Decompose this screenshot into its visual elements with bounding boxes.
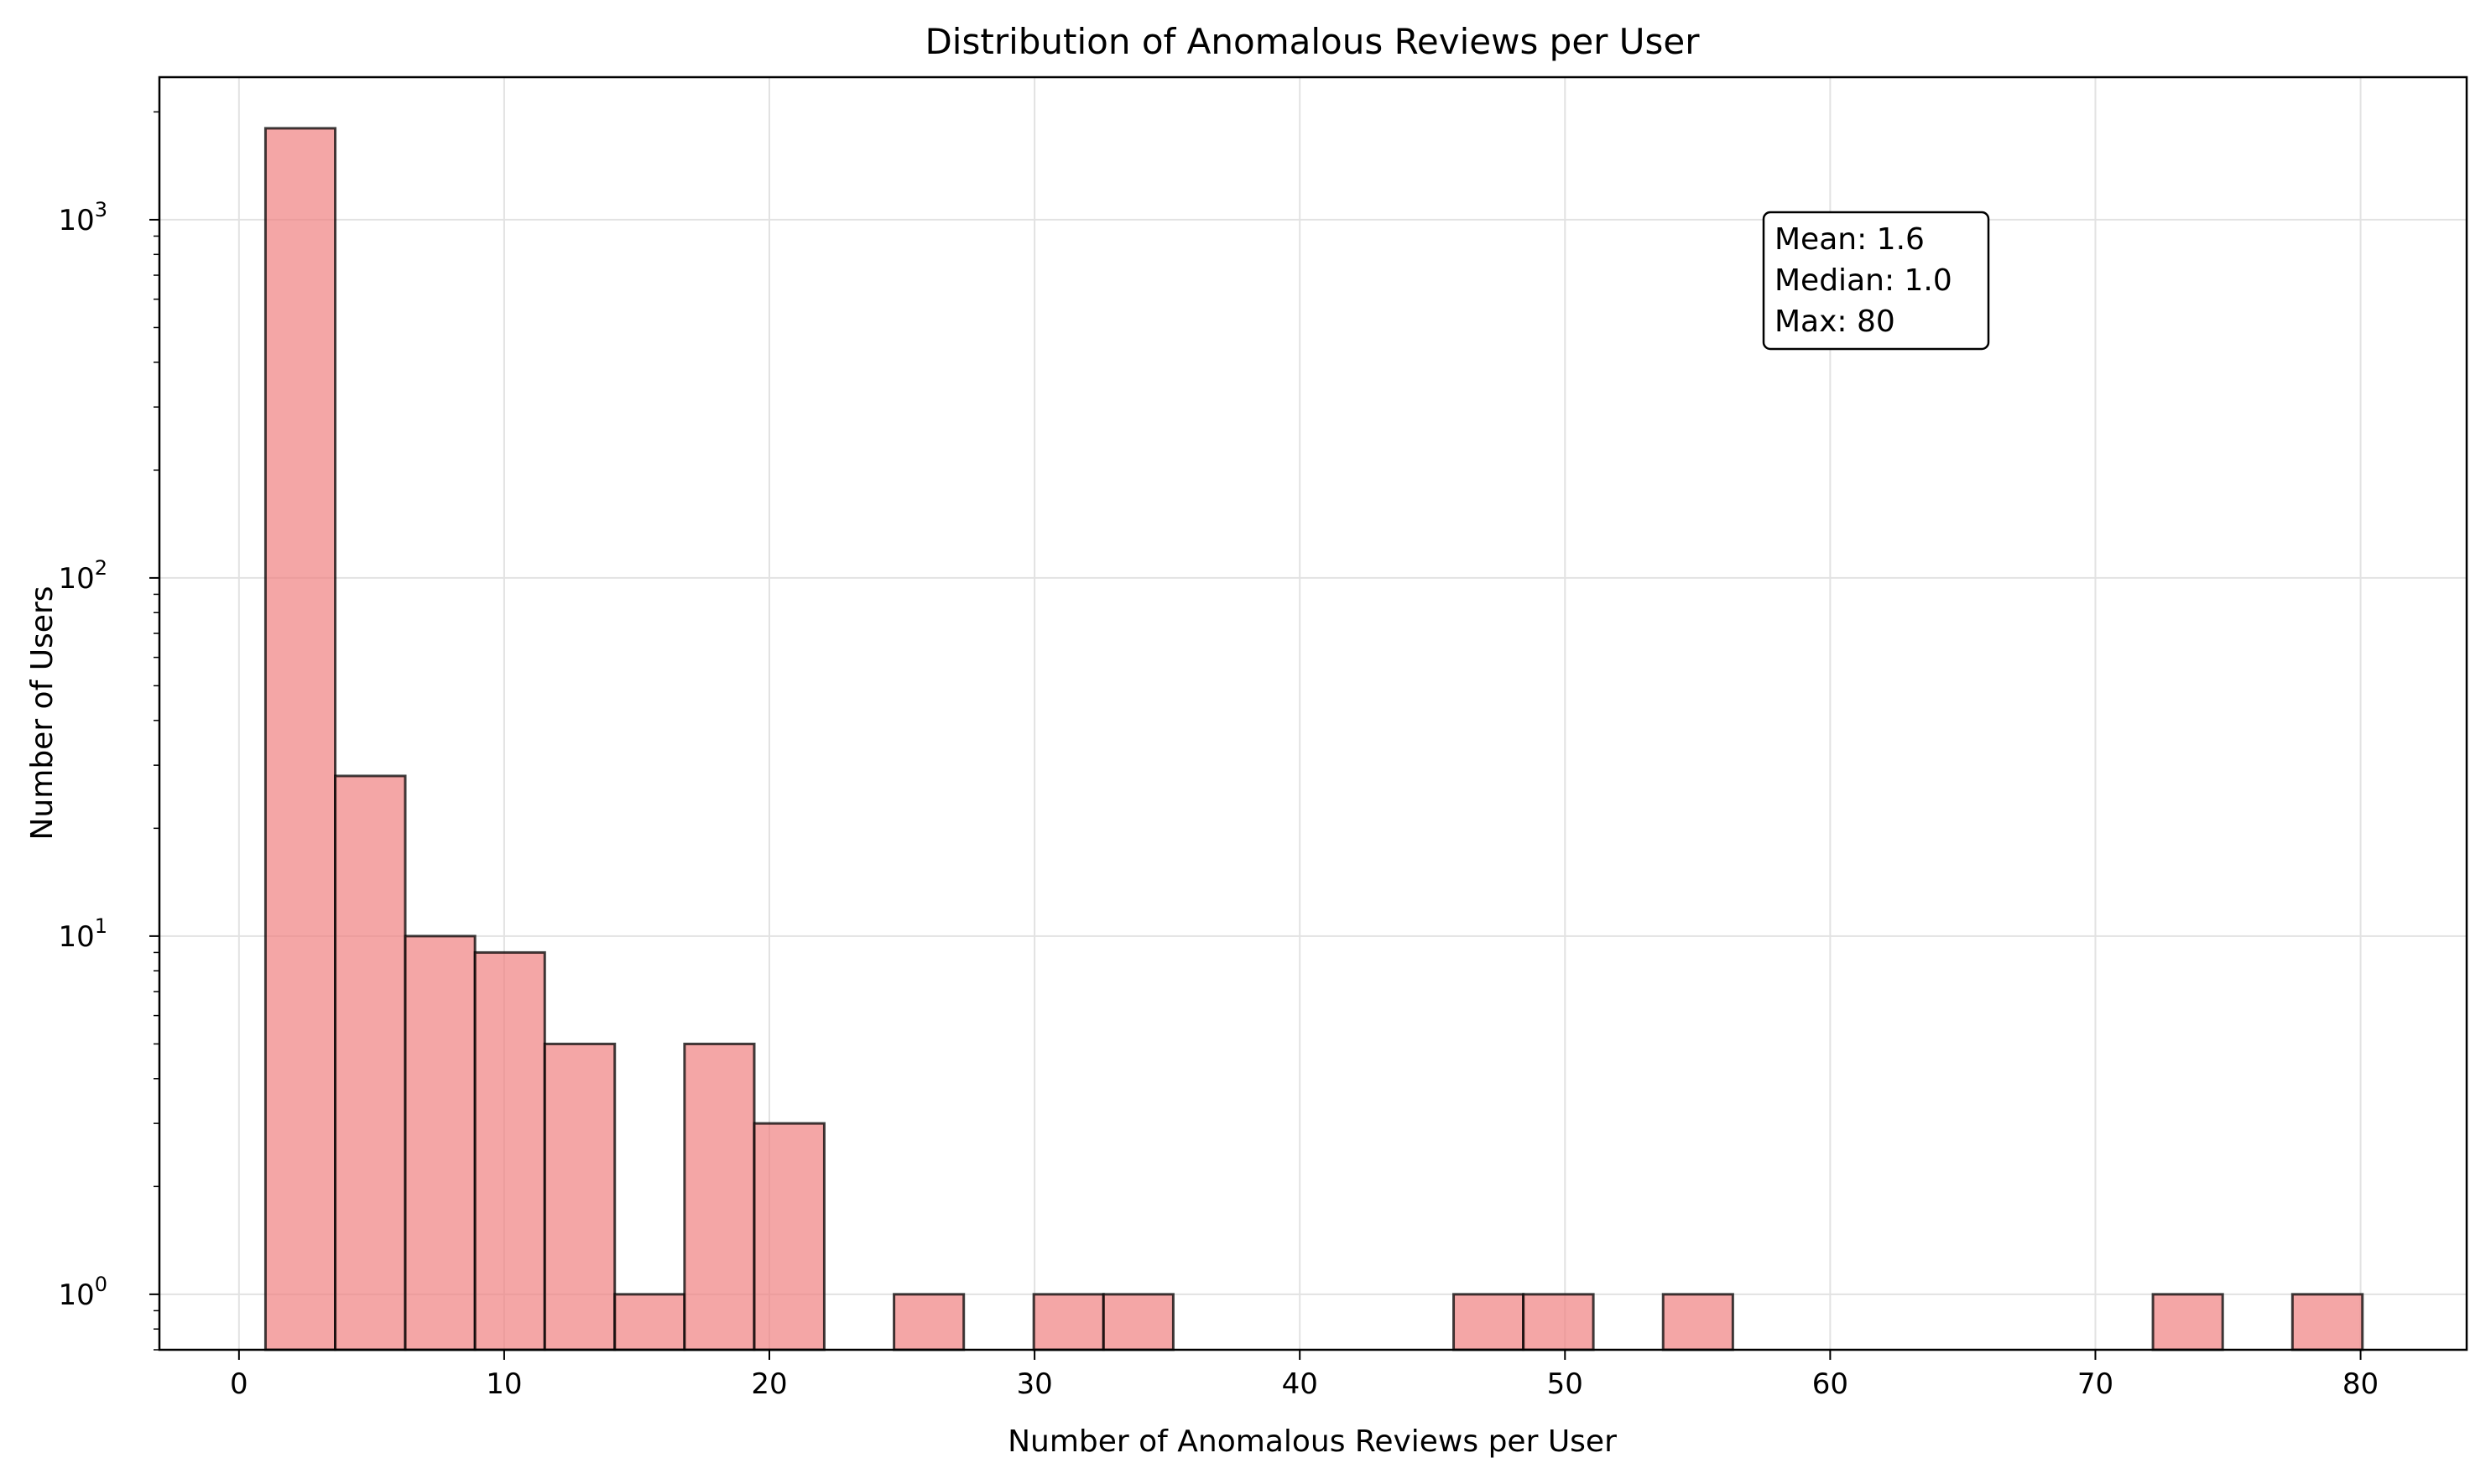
stats-box-border xyxy=(1762,211,1990,351)
histogram-bar xyxy=(1522,1293,1595,1351)
histogram-bar xyxy=(334,774,407,1351)
histogram-bar xyxy=(543,1042,617,1351)
histogram-bar xyxy=(473,950,546,1351)
x-tick-label: 10 xyxy=(486,1367,522,1401)
y-tick-exponent: 1 xyxy=(95,914,107,938)
histogram-bar xyxy=(1032,1293,1105,1351)
grid-lines xyxy=(159,77,2467,1350)
chart-title: Distribution of Anomalous Reviews per Us… xyxy=(925,21,1700,62)
histogram-bar xyxy=(263,127,337,1351)
stats-max: Max: 80 xyxy=(1774,305,1895,339)
y-tick-exponent: 2 xyxy=(95,556,107,580)
histogram-bar xyxy=(2290,1293,2364,1351)
y-tick-base: 10 xyxy=(58,204,94,237)
x-tick-label: 20 xyxy=(751,1367,787,1401)
histogram-bar xyxy=(1102,1293,1175,1351)
x-tick-label: 60 xyxy=(1812,1367,1848,1401)
y-tick-label: 101 xyxy=(58,914,107,954)
histogram-bar xyxy=(893,1293,966,1351)
histogram-bar xyxy=(404,935,477,1351)
stats-median: Median: 1.0 xyxy=(1774,263,1952,298)
y-tick-label: 100 xyxy=(58,1273,107,1312)
y-tick-exponent: 3 xyxy=(95,198,107,221)
stats-mean: Mean: 1.6 xyxy=(1774,222,1925,257)
x-tick-label: 0 xyxy=(230,1367,248,1401)
histogram-bars xyxy=(263,127,2364,1351)
y-tick-label: 102 xyxy=(58,556,107,596)
histogram-bar xyxy=(753,1122,826,1351)
stats-annotation-box: Mean: 1.6 Median: 1.0 Max: 80 xyxy=(1762,211,1990,351)
plot-frame xyxy=(158,76,2468,1351)
x-tick-label: 70 xyxy=(2077,1367,2113,1401)
histogram-bar xyxy=(683,1042,756,1351)
x-axis-label: Number of Anomalous Reviews per User xyxy=(1008,1424,1617,1459)
x-tick-label: 50 xyxy=(1547,1367,1583,1401)
x-tick-label: 30 xyxy=(1016,1367,1052,1401)
histogram-bar xyxy=(613,1293,686,1351)
histogram-bar xyxy=(1661,1293,1734,1351)
y-tick-exponent: 0 xyxy=(95,1273,107,1296)
y-axis-label: Number of Users xyxy=(25,586,60,840)
y-tick-base: 10 xyxy=(58,1278,94,1312)
x-axis-ticks: 0 10 20 30 40 50 60 70 80 xyxy=(230,1350,2379,1401)
x-tick-label: 40 xyxy=(1282,1367,1318,1401)
x-tick-label: 80 xyxy=(2342,1367,2379,1401)
y-tick-base: 10 xyxy=(58,562,94,596)
y-tick-base: 10 xyxy=(58,920,94,954)
y-tick-label: 103 xyxy=(58,198,107,237)
histogram-bar xyxy=(1452,1293,1525,1351)
histogram-bar xyxy=(2151,1293,2224,1351)
